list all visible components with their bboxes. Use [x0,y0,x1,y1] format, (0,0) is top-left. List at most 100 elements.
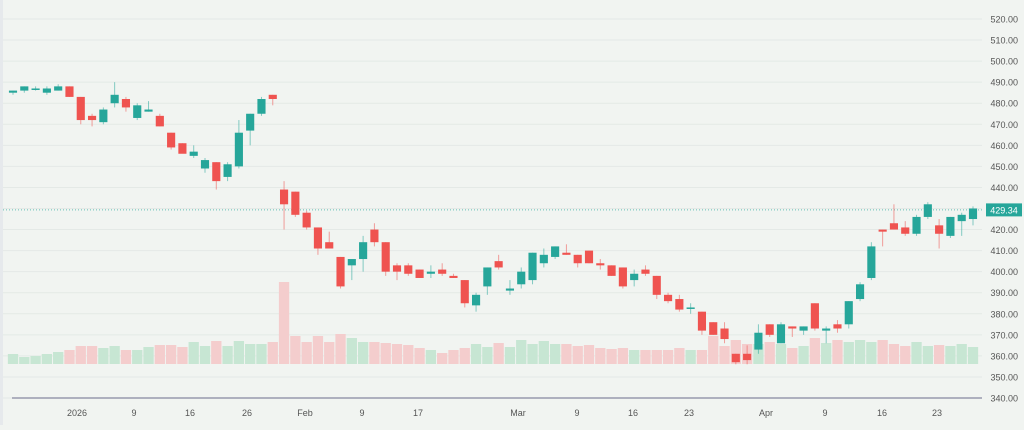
candle-body[interactable] [381,242,390,272]
x-axis-tick-label: 9 [359,408,364,418]
candle-body[interactable] [630,273,639,281]
candle-body[interactable] [731,353,740,363]
candle-body[interactable] [652,275,661,295]
candle-body[interactable] [720,328,729,340]
candle-body[interactable] [370,229,379,243]
candle-body[interactable] [799,326,808,331]
candle-body[interactable] [291,191,300,215]
candle-body[interactable] [189,151,198,156]
candle-body[interactable] [223,164,232,177]
volume-bar [629,350,640,364]
candle-body[interactable] [325,242,334,249]
candle-body[interactable] [178,143,187,154]
candle-body[interactable] [765,324,774,335]
candle-body[interactable] [268,94,277,100]
candle-body[interactable] [212,162,221,182]
candle-body[interactable] [562,252,571,255]
candle-body[interactable] [697,311,707,331]
volume-bar [357,342,369,364]
candle-body[interactable] [968,208,978,220]
candle-body[interactable] [415,269,424,278]
candle-body[interactable] [810,303,819,329]
candle-body[interactable] [449,275,458,278]
candle-body[interactable] [618,267,627,287]
candle-body[interactable] [935,225,944,234]
candle-body[interactable] [607,265,616,276]
candle-body[interactable] [234,132,243,167]
volume-bar [324,342,335,364]
candle-body[interactable] [573,254,582,264]
candle-body[interactable] [584,250,594,264]
y-axis-tick-label: 350.00 [990,372,1018,382]
candle-body[interactable] [596,263,605,266]
candle-body[interactable] [133,105,142,118]
volume-bar [945,346,956,364]
candle-body[interactable] [336,256,345,287]
candle-body[interactable] [438,269,447,274]
candle-body[interactable] [302,212,311,228]
candle-body[interactable] [359,242,368,260]
candle-body[interactable] [65,86,74,97]
candle-body[interactable] [663,294,673,302]
candle-body[interactable] [528,252,537,281]
candle-body[interactable] [76,96,85,121]
candle-body[interactable] [99,109,108,123]
candle-body[interactable] [144,109,153,112]
candle-body[interactable] [404,265,413,274]
volume-bar [696,350,708,364]
candle-body[interactable] [844,301,853,325]
candle-body[interactable] [121,99,131,108]
candle-body[interactable] [833,324,842,329]
candle-body[interactable] [675,299,684,310]
candle-body[interactable] [42,88,51,93]
candle-body[interactable] [471,294,481,306]
candle-body[interactable] [200,160,210,169]
candle-body[interactable] [743,353,752,361]
y-axis-tick-label: 470.00 [990,120,1018,130]
candle-body[interactable] [426,271,435,274]
candle-body[interactable] [460,280,469,304]
candle-body[interactable] [912,216,921,234]
candle-body[interactable] [686,307,695,309]
candle-body[interactable] [246,113,255,131]
candle-body[interactable] [788,326,797,329]
candle-body[interactable] [257,99,266,114]
candle-body[interactable] [923,204,932,217]
candle-body[interactable] [901,227,910,234]
candle-body[interactable] [855,284,865,300]
candle-body[interactable] [517,271,526,285]
candle-body[interactable] [313,227,323,249]
candle-body[interactable] [709,322,718,335]
candle-body[interactable] [957,214,966,222]
candle-body[interactable] [392,265,402,272]
candle-body[interactable] [878,229,887,232]
candle-body[interactable] [87,115,97,121]
candle-body[interactable] [494,261,503,268]
candle-body[interactable] [889,223,899,230]
candle-body[interactable] [641,269,650,274]
candle-body[interactable] [946,216,955,236]
candle-body[interactable] [31,88,40,90]
volume-bar [403,345,414,364]
candle-body[interactable] [167,132,176,148]
volume-bar [335,334,346,364]
candle-body[interactable] [867,246,876,278]
volume-bar [132,350,143,364]
candle-body[interactable] [505,288,515,291]
candle-body[interactable] [347,259,356,266]
candle-body[interactable] [551,246,560,257]
candle-body[interactable] [483,267,492,287]
candle-body[interactable] [754,332,763,350]
volume-bar [482,347,493,364]
candle-body[interactable] [20,86,29,91]
candle-body[interactable] [539,254,548,264]
candle-body[interactable] [8,90,18,93]
candle-body[interactable] [54,86,63,91]
candle-body[interactable] [279,189,289,205]
candle-body[interactable] [155,115,164,127]
candle-body[interactable] [776,324,786,344]
candle-body[interactable] [822,328,831,331]
candle-body[interactable] [110,94,119,104]
